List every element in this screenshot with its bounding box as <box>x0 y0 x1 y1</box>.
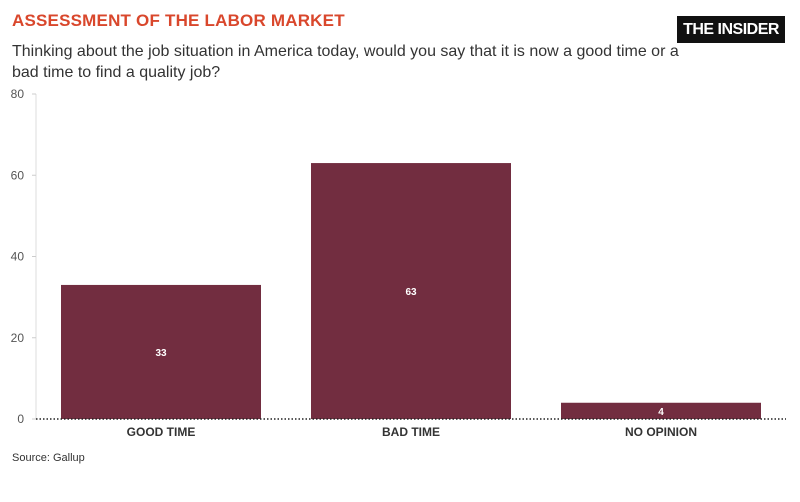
y-tick-label: 0 <box>17 412 24 426</box>
y-tick-label: 20 <box>11 331 25 345</box>
chart-subtitle: Thinking about the job situation in Amer… <box>12 43 679 81</box>
y-tick-label: 80 <box>11 87 25 101</box>
x-category-label: BAD TIME <box>382 425 440 439</box>
bars: 33 63 4 <box>61 163 761 419</box>
bar-bad-time <box>311 163 511 419</box>
chart-title: ASSESSMENT OF THE LABOR MARKET <box>12 11 345 30</box>
source-note: Source: Gallup <box>12 452 85 464</box>
x-axis: GOOD TIME BAD TIME NO OPINION <box>36 418 786 439</box>
x-category-label: NO OPINION <box>625 425 697 439</box>
bar-no-opinion <box>561 402 761 419</box>
y-tick-label: 40 <box>11 250 25 264</box>
y-tick-label: 60 <box>11 168 25 182</box>
data-label: 4 <box>658 407 664 418</box>
x-category-label: GOOD TIME <box>127 425 196 439</box>
data-label: 33 <box>155 348 167 359</box>
bar-good-time <box>61 284 261 419</box>
data-label: 63 <box>405 287 417 298</box>
y-axis: 0 20 40 60 80 <box>11 87 37 426</box>
brand-logo: THE INSIDER <box>677 16 785 43</box>
bar-chart: 0 20 40 60 80 33 63 4 GOOD TIME BAD TIME NO OPIN… <box>11 87 786 439</box>
